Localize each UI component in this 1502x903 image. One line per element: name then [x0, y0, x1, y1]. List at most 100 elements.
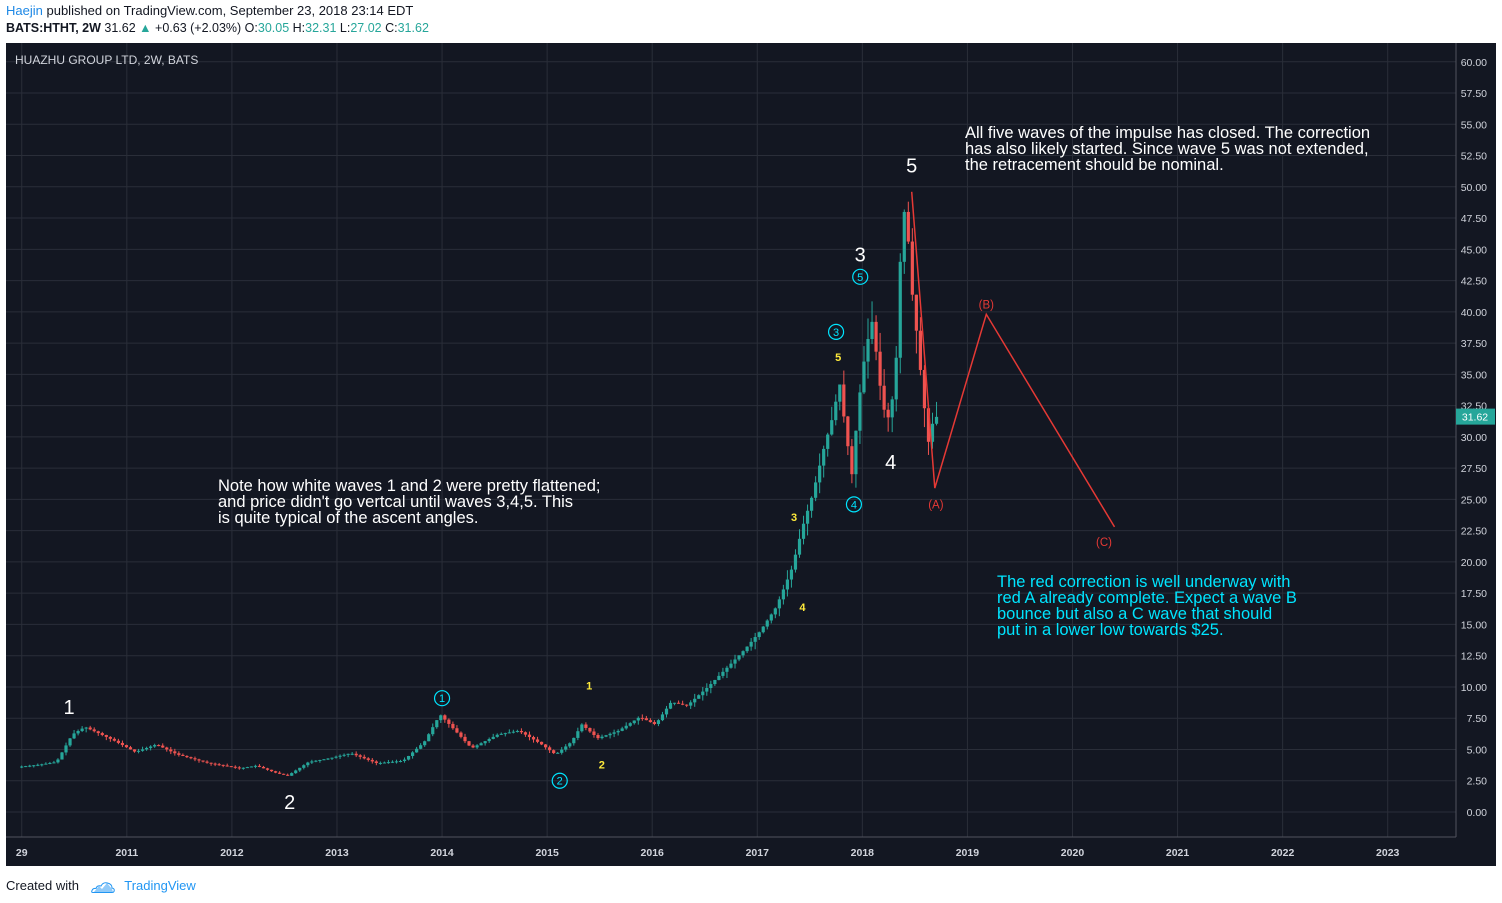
- candle-body: [128, 747, 133, 750]
- candle-body: [145, 747, 149, 750]
- price-tick-label: 50.00: [1461, 182, 1487, 194]
- candle-body: [773, 608, 777, 615]
- wave-label-minor: 5: [835, 352, 841, 364]
- candle-body: [201, 760, 205, 762]
- chart-area[interactable]: 60.00 57.50 55.00 52.50 50.00 47.50 45.00 42.50…: [6, 43, 1496, 866]
- candle-body: [108, 736, 112, 739]
- candle-body: [878, 351, 882, 386]
- open-value: 30.05: [257, 21, 290, 35]
- tradingview-link[interactable]: TradingView: [124, 878, 196, 893]
- candle-body: [398, 760, 403, 762]
- candle-body: [233, 766, 237, 768]
- candle-body: [322, 759, 326, 761]
- candle-body: [628, 723, 632, 726]
- candle-body: [330, 757, 334, 759]
- author-link[interactable]: Haejin: [6, 3, 43, 18]
- candle-body: [926, 408, 931, 442]
- candle-body: [781, 589, 785, 600]
- candle-body: [338, 755, 342, 757]
- candle-body: [564, 746, 568, 750]
- candle-body: [44, 763, 48, 765]
- candle-body: [805, 510, 810, 524]
- price-tick-label: 37.50: [1461, 338, 1487, 350]
- candle-body: [761, 626, 765, 633]
- candle-body: [830, 420, 834, 435]
- candle-body: [386, 762, 391, 764]
- candle-body: [729, 663, 733, 668]
- wave-label-primary: 2: [284, 792, 295, 814]
- time-tick-label: 2019: [956, 847, 980, 859]
- price-chart[interactable]: 60.0057.5055.0052.5050.0047.5045.0042.50…: [6, 43, 1496, 866]
- wave-label-intermediate: 1: [439, 693, 445, 705]
- candle-body: [725, 667, 729, 672]
- candle-body: [753, 637, 757, 642]
- candle-body: [278, 772, 282, 774]
- price-tick-label: 40.00: [1461, 307, 1487, 319]
- candle-body: [269, 769, 274, 772]
- candle-body: [713, 679, 717, 685]
- candle-body: [531, 737, 536, 740]
- wave-label-primary: 1: [63, 697, 74, 719]
- candle-body: [52, 762, 56, 764]
- candle-body: [523, 732, 528, 735]
- candle-body: [132, 749, 137, 752]
- candle-body: [346, 753, 350, 755]
- candle-body: [378, 762, 382, 764]
- candle-body: [310, 761, 314, 763]
- chart-title: HUAZHU GROUP LTD, 2W, BATS: [15, 53, 198, 67]
- candle-body: [382, 762, 386, 764]
- candle-body: [221, 764, 225, 766]
- time-axis-ticks: 29 2011 2012 2013 2014 2015 2016 2017 2018 2019 20…: [16, 847, 1400, 859]
- last-price: 31.62: [104, 21, 136, 35]
- wave-label-minor: 4: [799, 602, 806, 614]
- price-tick-label: 27.50: [1461, 463, 1487, 475]
- wave-label-primary: 3: [855, 244, 866, 266]
- candle-body: [922, 369, 927, 409]
- candle-body: [898, 261, 902, 358]
- candle-body: [543, 744, 548, 748]
- up-arrow-icon: ▲: [139, 21, 152, 35]
- candle-body: [157, 745, 161, 747]
- candle-body: [96, 731, 100, 734]
- candle-body: [173, 751, 177, 754]
- candle-body: [161, 745, 165, 748]
- candle-body: [814, 482, 818, 498]
- wave-label-minor: 3: [791, 512, 797, 524]
- price-tick-label: 2.50: [1467, 776, 1488, 788]
- wave-label-circle: [852, 268, 869, 285]
- candle-body: [60, 752, 64, 760]
- wave-label-minor: 2: [599, 759, 605, 771]
- candle-body: [515, 730, 519, 732]
- symbol-name: BATS:HTHT, 2W: [6, 21, 101, 35]
- candle-body: [894, 357, 898, 400]
- time-tick-label: 2016: [641, 847, 665, 859]
- candle-body: [584, 724, 588, 728]
- candle-body: [934, 416, 939, 424]
- candle-body: [886, 409, 890, 418]
- candle-body: [225, 765, 229, 767]
- candle-body: [548, 747, 552, 751]
- candle-body: [906, 211, 910, 242]
- candle-body: [475, 745, 479, 748]
- candle-body: [838, 384, 842, 402]
- candle-body: [535, 739, 540, 742]
- candle-body: [100, 733, 104, 735]
- candle-body: [604, 735, 608, 737]
- candle-body: [213, 763, 217, 765]
- candle-body: [701, 691, 705, 696]
- candle-body: [189, 757, 193, 759]
- candle-body: [423, 741, 427, 746]
- candle-body: [257, 765, 262, 767]
- candle-body: [600, 736, 604, 739]
- time-tick-label: 2012: [220, 847, 244, 859]
- candle-body: [689, 702, 693, 706]
- wave-label-intermediate: 4: [851, 499, 857, 511]
- candle-body: [576, 731, 580, 738]
- candle-body: [797, 538, 802, 555]
- price-tick-label: 0.00: [1467, 807, 1488, 819]
- candle-body: [560, 749, 564, 753]
- wave-label-circle: [433, 690, 451, 707]
- candle-body: [390, 761, 395, 763]
- candle-body: [568, 743, 572, 747]
- candle-body: [28, 765, 32, 767]
